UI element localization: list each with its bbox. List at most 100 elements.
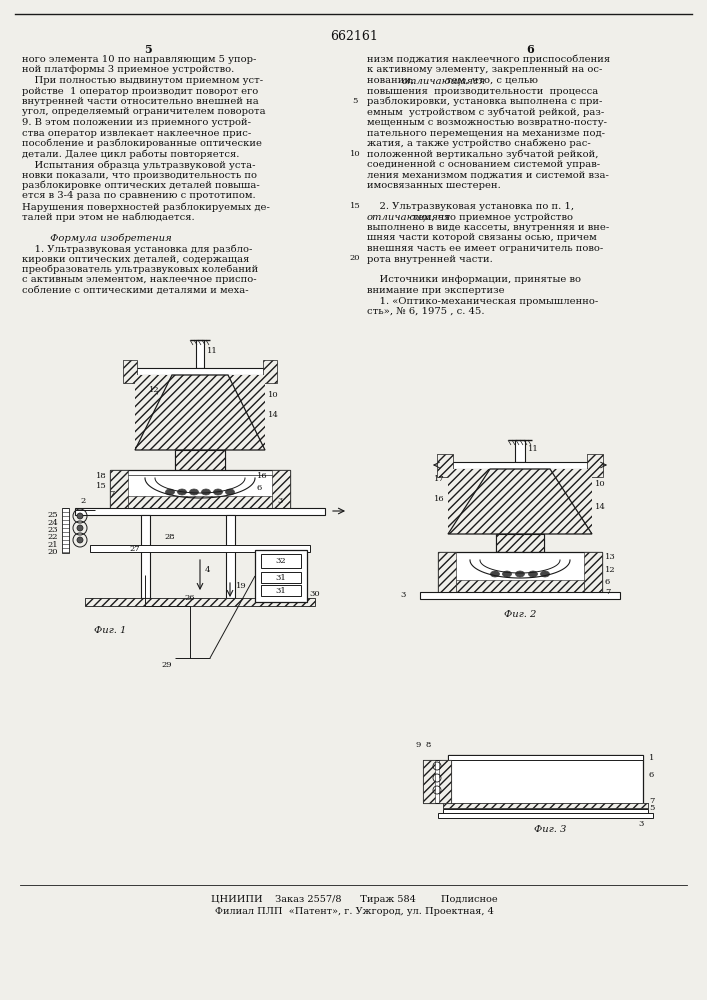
Text: 29: 29	[161, 661, 172, 669]
Bar	[443, 803, 648, 808]
Text: отличающаяся: отличающаяся	[367, 213, 451, 222]
Bar	[62, 508, 69, 553]
Text: выполнено в виде кассеты, внутренняя и вне-: выполнено в виде кассеты, внутренняя и в…	[367, 223, 609, 232]
Text: к активному элементу, закрепленный на ос-: к активному элементу, закрепленный на ос…	[367, 66, 602, 75]
Bar	[440, 462, 600, 469]
Text: 1: 1	[649, 754, 655, 762]
Bar	[175, 450, 225, 470]
Text: 12: 12	[605, 566, 616, 574]
Text: 10: 10	[350, 149, 361, 157]
Text: рота внутренней части.: рота внутренней части.	[367, 254, 493, 263]
Text: 20: 20	[350, 254, 361, 262]
Text: 12: 12	[149, 386, 160, 394]
Text: 17: 17	[434, 475, 445, 483]
Bar	[439, 760, 451, 803]
Text: низм поджатия наклеечного приспособления: низм поджатия наклеечного приспособления	[367, 55, 610, 64]
Text: 662161: 662161	[330, 30, 378, 43]
Text: 25: 25	[47, 511, 58, 519]
Ellipse shape	[226, 489, 235, 495]
Text: 2: 2	[80, 497, 86, 505]
Ellipse shape	[503, 571, 511, 577]
Text: разблокировке оптических деталей повыша-: разблокировке оптических деталей повыша-	[22, 181, 259, 190]
Bar	[226, 515, 235, 598]
Bar	[423, 760, 435, 803]
Ellipse shape	[540, 571, 549, 577]
Text: 11: 11	[207, 347, 218, 355]
Text: 10: 10	[268, 391, 279, 399]
Text: 7: 7	[110, 490, 115, 498]
Text: 3: 3	[400, 591, 405, 599]
Bar	[496, 534, 544, 552]
Ellipse shape	[177, 489, 187, 495]
Bar	[261, 585, 301, 596]
Bar	[515, 440, 525, 462]
Bar	[587, 454, 603, 477]
Bar	[437, 454, 453, 477]
Text: мещенным с возможностью возвратно-посту-: мещенным с возможностью возвратно-посту-	[367, 118, 607, 127]
Text: 6: 6	[649, 771, 654, 779]
Bar	[438, 552, 456, 592]
Bar	[85, 598, 315, 606]
Text: ройстве  1 оператор производит поворот его: ройстве 1 оператор производит поворот ег…	[22, 87, 258, 96]
Text: 20: 20	[47, 548, 58, 556]
Text: 28: 28	[165, 533, 175, 541]
Text: 5: 5	[144, 44, 152, 55]
Text: 11: 11	[528, 445, 539, 453]
Text: внимание при экспертизе: внимание при экспертизе	[367, 286, 505, 295]
Text: 9. В этом положении из приемного устрой-: 9. В этом положении из приемного устрой-	[22, 118, 251, 127]
Text: 15: 15	[96, 482, 107, 490]
Ellipse shape	[165, 489, 175, 495]
Text: 6: 6	[257, 484, 262, 492]
Text: новании,: новании,	[367, 76, 417, 85]
Text: 10: 10	[595, 480, 606, 488]
Text: ЦНИИПИ    Заказ 2557/8      Тираж 584        Подлисное: ЦНИИПИ Заказ 2557/8 Тираж 584 Подлисное	[211, 895, 497, 904]
Text: Нарушения поверхностей разблокируемых де-: Нарушения поверхностей разблокируемых де…	[22, 202, 270, 212]
Text: Фиг. 1: Фиг. 1	[94, 626, 126, 635]
Bar	[272, 470, 290, 508]
Bar	[263, 360, 277, 383]
Text: 8: 8	[426, 741, 431, 749]
Text: 32: 32	[276, 557, 286, 565]
Bar	[255, 550, 307, 602]
Text: 13: 13	[605, 553, 616, 561]
Text: емным  устройством с зубчатой рейкой, раз-: емным устройством с зубчатой рейкой, раз…	[367, 107, 604, 117]
Bar	[175, 450, 225, 470]
Text: жатия, а также устройство снабжено рас-: жатия, а также устройство снабжено рас-	[367, 139, 591, 148]
Text: 23: 23	[47, 526, 58, 534]
Text: имосвязанных шестерен.: имосвязанных шестерен.	[367, 181, 501, 190]
Text: пательного перемещения на механизме под-: пательного перемещения на механизме под-	[367, 128, 605, 137]
Text: детали. Далее цикл работы повторяется.: детали. Далее цикл работы повторяется.	[22, 149, 240, 159]
Text: 2. Ультразвуковая установка по п. 1,: 2. Ультразвуковая установка по п. 1,	[367, 202, 574, 211]
Text: 22: 22	[47, 533, 58, 541]
Circle shape	[77, 537, 83, 543]
Text: 9: 9	[415, 741, 421, 749]
Bar	[175, 450, 225, 470]
Text: собление с оптическими деталями и меха-: собление с оптическими деталями и меха-	[22, 286, 249, 295]
Text: 1. «Оптико-механическая промышленно-: 1. «Оптико-механическая промышленно-	[367, 296, 598, 306]
Text: 16: 16	[434, 495, 445, 503]
Text: 7: 7	[605, 588, 610, 596]
Text: 24: 24	[47, 519, 58, 527]
Text: 31: 31	[276, 587, 286, 595]
Bar	[423, 760, 451, 803]
Bar	[448, 755, 643, 813]
Bar	[448, 469, 592, 534]
Text: 5: 5	[649, 804, 655, 812]
Text: 6: 6	[605, 578, 610, 586]
Bar	[261, 572, 301, 583]
Text: 16: 16	[257, 472, 268, 480]
Text: 15: 15	[350, 202, 361, 210]
Bar	[261, 554, 301, 568]
Text: Испытания образца ультразвуковой уста-: Испытания образца ультразвуковой уста-	[22, 160, 255, 169]
Bar	[141, 515, 150, 598]
Text: 4: 4	[205, 566, 211, 574]
Text: с активным элементом, наклеечное приспо-: с активным элементом, наклеечное приспо-	[22, 275, 257, 284]
Bar	[496, 534, 544, 552]
Circle shape	[77, 525, 83, 531]
Text: Фиг. 3: Фиг. 3	[534, 825, 566, 834]
Text: 30: 30	[309, 590, 320, 598]
Text: 21: 21	[47, 541, 58, 549]
Text: ного элемента 10 по направляющим 5 упор-: ного элемента 10 по направляющим 5 упор-	[22, 55, 257, 64]
Text: отличающаяся: отличающаяся	[402, 76, 486, 85]
Text: преобразователь ультразвуковых колебаний: преобразователь ультразвуковых колебаний	[22, 265, 258, 274]
